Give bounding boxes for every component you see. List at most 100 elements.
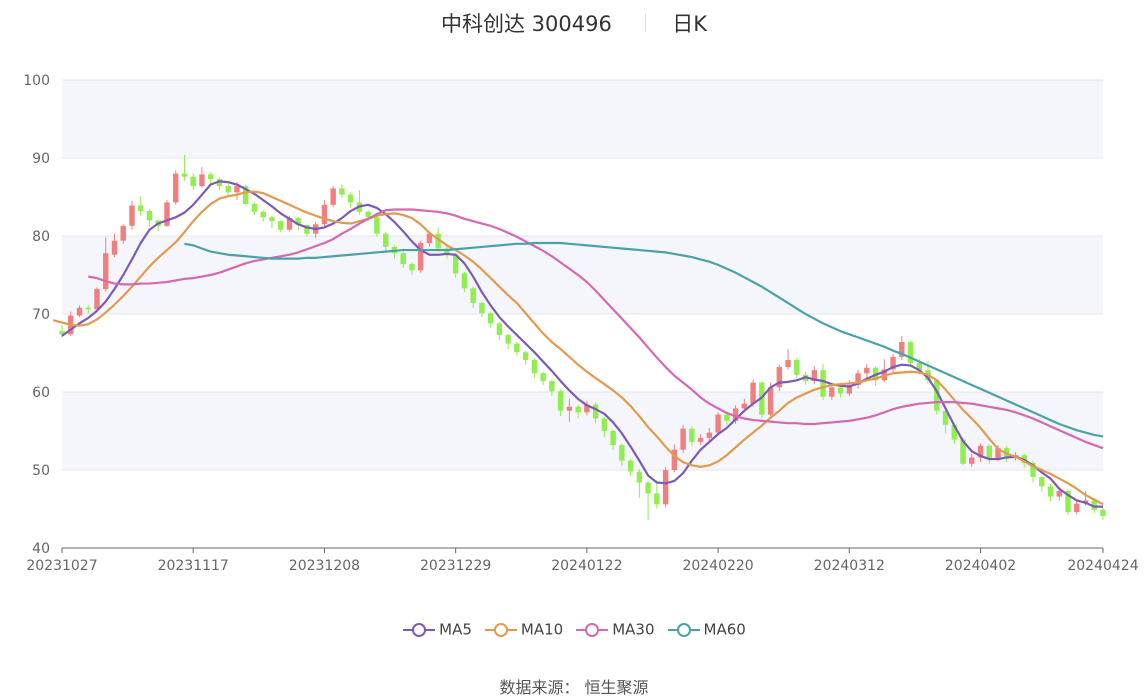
background-bands	[62, 80, 1103, 470]
candle-body	[601, 418, 608, 431]
y-tick-label: 100	[23, 73, 50, 89]
band-70-80	[62, 236, 1103, 314]
candle-body	[1074, 503, 1080, 513]
candle-body	[986, 445, 992, 460]
candle-body	[286, 218, 293, 230]
candle-body	[837, 387, 844, 394]
legend-label: MA5	[439, 620, 472, 639]
candle-body	[811, 370, 818, 382]
x-tick-label: 20240312	[814, 558, 885, 574]
period-label[interactable]: 日K	[672, 12, 707, 36]
legend-ma10[interactable]: MA10	[484, 620, 563, 639]
legend-label: MA60	[703, 620, 746, 639]
candle-body	[164, 202, 170, 226]
candle-body	[619, 445, 625, 461]
title-divider	[644, 14, 646, 32]
candle-body	[347, 194, 354, 203]
y-tick-label: 90	[32, 151, 50, 167]
candle-body	[942, 410, 949, 425]
candle-body	[829, 387, 835, 397]
legend-ma30[interactable]: MA30	[575, 620, 655, 639]
candle-body	[400, 253, 406, 265]
legend-ma5[interactable]: MA5	[402, 620, 472, 639]
legend-marker-circle	[676, 622, 691, 637]
candle-body	[85, 307, 91, 310]
source-label: 数据来源：	[499, 678, 580, 697]
candle-body	[846, 384, 853, 394]
candle-body	[199, 174, 205, 187]
y-tick-label: 70	[32, 307, 50, 323]
candle-body	[890, 356, 896, 370]
candle-body	[549, 381, 555, 392]
candle-body	[103, 253, 109, 290]
candle-body	[339, 188, 345, 195]
legend: MA5 MA10 MA30 MA60	[0, 620, 1148, 639]
candle-body	[776, 367, 783, 388]
candle-body	[1056, 491, 1062, 497]
candle-body	[409, 264, 415, 271]
candlestick-chart: 40 50 60 70 80 90 100 20231027 20231117 20231208…	[23, 73, 1139, 574]
band-90-100	[62, 80, 1103, 158]
candle-body	[855, 373, 861, 385]
candle-body	[627, 460, 634, 472]
candle-body	[645, 482, 651, 494]
candle-body	[260, 211, 266, 218]
candle-body	[251, 204, 258, 212]
candle-body	[76, 307, 83, 316]
candle-body	[732, 408, 739, 421]
candle-body	[715, 414, 721, 433]
x-tick-label: 20240424	[1067, 558, 1138, 574]
candle-body	[785, 360, 791, 368]
candle-body	[452, 254, 459, 274]
candle-body	[269, 217, 275, 222]
band-50-60	[62, 392, 1103, 470]
candle-body	[566, 406, 573, 411]
candle-body	[794, 360, 800, 375]
candle-body	[654, 493, 660, 505]
candle-body	[216, 179, 223, 187]
candle-body	[934, 380, 940, 411]
candle-body	[330, 188, 336, 205]
candle-body	[242, 186, 249, 205]
candle-body	[820, 370, 826, 397]
x-axis: 20231027 20231117 20231208 20231229 20240122…	[26, 547, 1139, 574]
candle-body	[1100, 509, 1106, 517]
candle-body	[435, 233, 441, 249]
candle-body	[505, 335, 511, 344]
line-ma10	[52, 190, 1104, 506]
candle-body	[969, 457, 975, 464]
candle-body	[181, 173, 188, 177]
x-tick-label: 20240122	[551, 558, 622, 574]
legend-ma60[interactable]: MA60	[667, 620, 746, 639]
candle-body	[514, 343, 520, 353]
legend-marker-icon	[484, 622, 517, 637]
candle-body	[461, 273, 468, 289]
candle-body	[120, 225, 126, 241]
line-ma5	[61, 180, 1103, 508]
candle-body	[1091, 500, 1097, 510]
candle-body	[724, 414, 730, 421]
x-tick-label: 20240402	[945, 558, 1016, 574]
candle-body	[662, 470, 669, 505]
candle-body	[1065, 491, 1071, 513]
candle-body	[365, 211, 371, 218]
candle-body	[557, 391, 564, 411]
legend-label: MA10	[520, 620, 564, 639]
source-value: 恒生聚源	[584, 678, 649, 697]
legend-marker-icon	[667, 622, 700, 637]
candle-body	[907, 342, 914, 364]
candle-body	[951, 424, 957, 440]
candle-body	[94, 289, 100, 310]
candle-body	[960, 439, 966, 464]
candle-body	[479, 303, 485, 314]
candle-body	[575, 406, 581, 413]
candle-body	[864, 367, 870, 374]
candle-body	[767, 387, 774, 415]
candle-body	[173, 173, 179, 203]
candle-body	[234, 186, 240, 193]
y-tick-label: 40	[32, 541, 50, 557]
legend-marker-icon	[576, 622, 609, 637]
candle-body	[522, 352, 529, 361]
candle-body	[146, 211, 153, 221]
candle-body	[111, 240, 118, 255]
